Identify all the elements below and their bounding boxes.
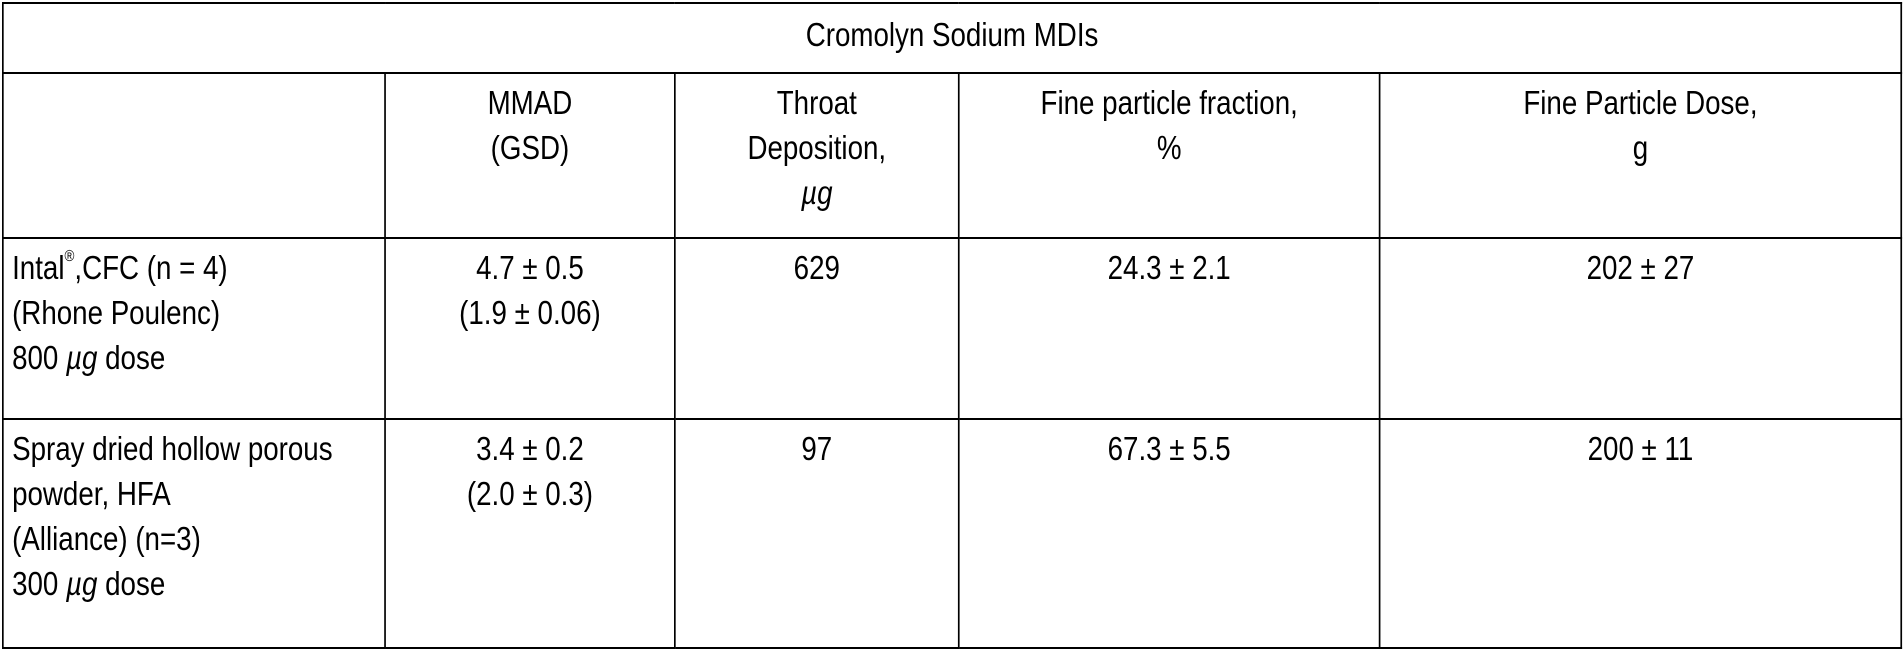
cell-mmad: 3.4 ± 0.2 (2.0 ± 0.3): [384, 418, 676, 649]
row-label-spray-dried: Spray dried hollow porous powder, HFA (A…: [1, 418, 386, 649]
dose-word: dose: [105, 339, 166, 376]
row-label-line1: Spray dried hollow porous: [12, 430, 333, 467]
row-label-line3: (Alliance) (n=3): [12, 520, 201, 557]
table-title: Cromolyn Sodium MDIs: [1, 2, 1903, 74]
header-mmad-line2: (GSD): [490, 129, 570, 166]
header-throat-line3: µg: [801, 174, 833, 211]
gsd-value: (1.9 ± 0.06): [459, 294, 601, 331]
header-fpf-line1: Fine particle fraction,: [1040, 84, 1298, 121]
cell-fpf: 67.3 ± 5.5: [957, 418, 1381, 649]
header-row: MMAD (GSD) Throat Deposition, µg Fine pa…: [1, 72, 1903, 239]
product-name-suffix: ,CFC (n = 4): [74, 249, 228, 286]
cell-throat: 97: [673, 418, 960, 649]
row-label-line1: Intal®,CFC (n = 4): [12, 245, 376, 290]
table-row: Intal®,CFC (n = 4) (Rhone Poulenc) 800 µ…: [1, 237, 1903, 420]
dose-line: 300 µg dose: [12, 561, 376, 606]
header-fpf-line2: %: [1156, 129, 1182, 166]
gsd-value: (2.0 ± 0.3): [466, 475, 594, 512]
header-fpd-line1: Fine Particle Dose,: [1523, 84, 1758, 121]
dose-line: 800 µg dose: [12, 335, 376, 380]
registered-mark: ®: [64, 248, 75, 265]
cell-throat: 629: [673, 237, 960, 420]
cell-fpf: 24.3 ± 2.1: [957, 237, 1381, 420]
dose-unit: µg: [66, 565, 98, 602]
cell-mmad: 4.7 ± 0.5 (1.9 ± 0.06): [384, 237, 676, 420]
header-mmad: MMAD (GSD): [384, 72, 676, 239]
product-name: Intal: [12, 249, 65, 286]
dose-value: 300: [12, 565, 59, 602]
row-label-line2: powder, HFA: [12, 475, 171, 512]
header-throat-line1: Throat: [776, 84, 857, 121]
cell-fpd: 202 ± 27: [1378, 237, 1903, 420]
dose-value: 800: [12, 339, 59, 376]
dose-word: dose: [105, 565, 166, 602]
cell-fpd: 200 ± 11: [1378, 418, 1903, 649]
table-row: Spray dried hollow porous powder, HFA (A…: [1, 418, 1903, 649]
header-throat-line2: Deposition,: [747, 129, 887, 166]
mmad-value: 3.4 ± 0.2: [476, 430, 584, 467]
mmad-value: 4.7 ± 0.5: [476, 249, 584, 286]
header-fpd-line2: g: [1632, 129, 1649, 166]
manufacturer: (Rhone Poulenc): [12, 294, 221, 331]
header-empty-cell: [1, 72, 386, 239]
dose-unit: µg: [66, 339, 98, 376]
row-label-intal: Intal®,CFC (n = 4) (Rhone Poulenc) 800 µ…: [1, 237, 386, 420]
header-throat-deposition: Throat Deposition, µg: [673, 72, 960, 239]
header-fine-particle-dose: Fine Particle Dose, g: [1378, 72, 1903, 239]
header-fine-particle-fraction: Fine particle fraction, %: [957, 72, 1381, 239]
header-mmad-line1: MMAD: [487, 84, 573, 121]
